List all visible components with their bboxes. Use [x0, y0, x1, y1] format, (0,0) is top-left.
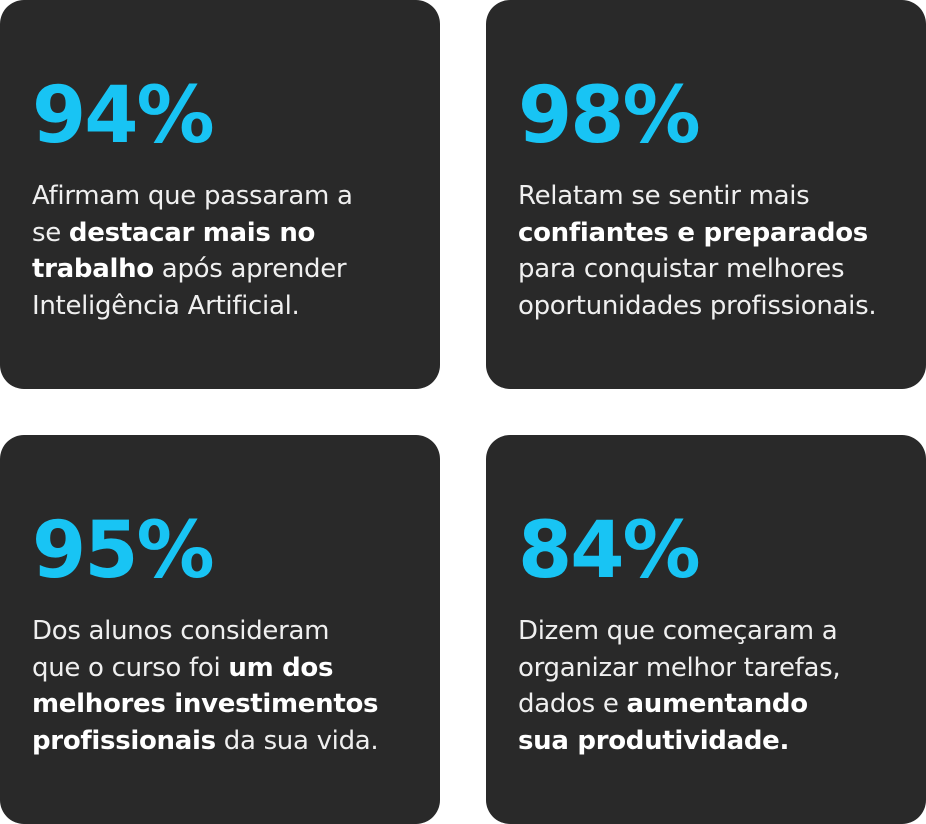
bold-text: melhores investimentos: [32, 689, 379, 719]
stat-value: 84%: [518, 506, 701, 596]
description-line: melhores investimentos: [32, 686, 379, 723]
stat-value: 95%: [32, 506, 215, 596]
text: após aprender: [153, 254, 347, 284]
description-line: profissionais da sua vida.: [32, 723, 379, 760]
description-line: Relatam se sentir mais: [518, 178, 876, 215]
text: para conquistar melhores: [518, 254, 845, 284]
stat-description: Relatam se sentir mais confiantes e prepa…: [518, 178, 877, 325]
description-line: Dizem que começaram a: [518, 613, 840, 650]
description-line: sua produtividade.: [518, 723, 840, 760]
description-line: se destacar mais no: [32, 215, 353, 252]
text: Inteligência Artificial.: [32, 290, 300, 321]
description-line: que o curso foi um dos: [32, 650, 378, 687]
stat-card: 94% Afirmam que passaram a se destacar mai…: [0, 0, 440, 389]
text: se: [32, 217, 69, 248]
description-line: dados e aumentando: [518, 686, 840, 723]
stat-card: 84% Dizem que começaram a organizar melhor…: [486, 435, 926, 824]
stat-value: 98%: [518, 71, 701, 161]
description-line: confiantes e preparados: [518, 215, 876, 252]
description-line: para conquistar melhores: [518, 251, 876, 288]
text: organizar melhor tarefas,: [518, 652, 841, 683]
stat-card: 95% Dos alunos consideram que o curso foi …: [0, 435, 440, 824]
text: Dos alunos consideram: [32, 616, 330, 646]
bold-text: aumentando: [626, 689, 809, 719]
text: oportunidades profissionais.: [518, 290, 877, 321]
bold-text: destacar mais no: [68, 217, 316, 248]
stat-description: Afirmam que passaram a se destacar mais n…: [32, 178, 353, 324]
bold-text: confiantes e preparados: [518, 217, 868, 248]
bold-text: trabalho: [32, 254, 154, 284]
description-line: oportunidades profissionais.: [518, 288, 877, 325]
stat-value: 94%: [32, 71, 215, 161]
text: dados e: [518, 689, 627, 719]
text: Dizem que começaram a: [518, 616, 838, 646]
bold-text: profissionais: [32, 725, 216, 756]
stat-description: Dizem que começaram a organizar melhor ta…: [518, 613, 841, 760]
description-line: trabalho após aprender: [32, 251, 353, 288]
stat-description: Dos alunos consideram que o curso foi um …: [32, 613, 379, 760]
description-line: Afirmam que passaram a: [32, 178, 353, 215]
text: que o curso foi: [32, 652, 229, 683]
bold-text: sua produtividade.: [518, 725, 790, 756]
text: Afirmam que passaram a: [32, 181, 353, 211]
stat-card: 98% Relatam se sentir mais confiantes e pr…: [486, 0, 926, 389]
bold-text: um dos: [228, 652, 334, 683]
description-line: Inteligência Artificial.: [32, 288, 353, 325]
text: da sua vida.: [215, 725, 379, 756]
text: Relatam se sentir mais: [518, 181, 810, 211]
description-line: organizar melhor tarefas,: [518, 650, 841, 687]
description-line: Dos alunos consideram: [32, 613, 378, 650]
